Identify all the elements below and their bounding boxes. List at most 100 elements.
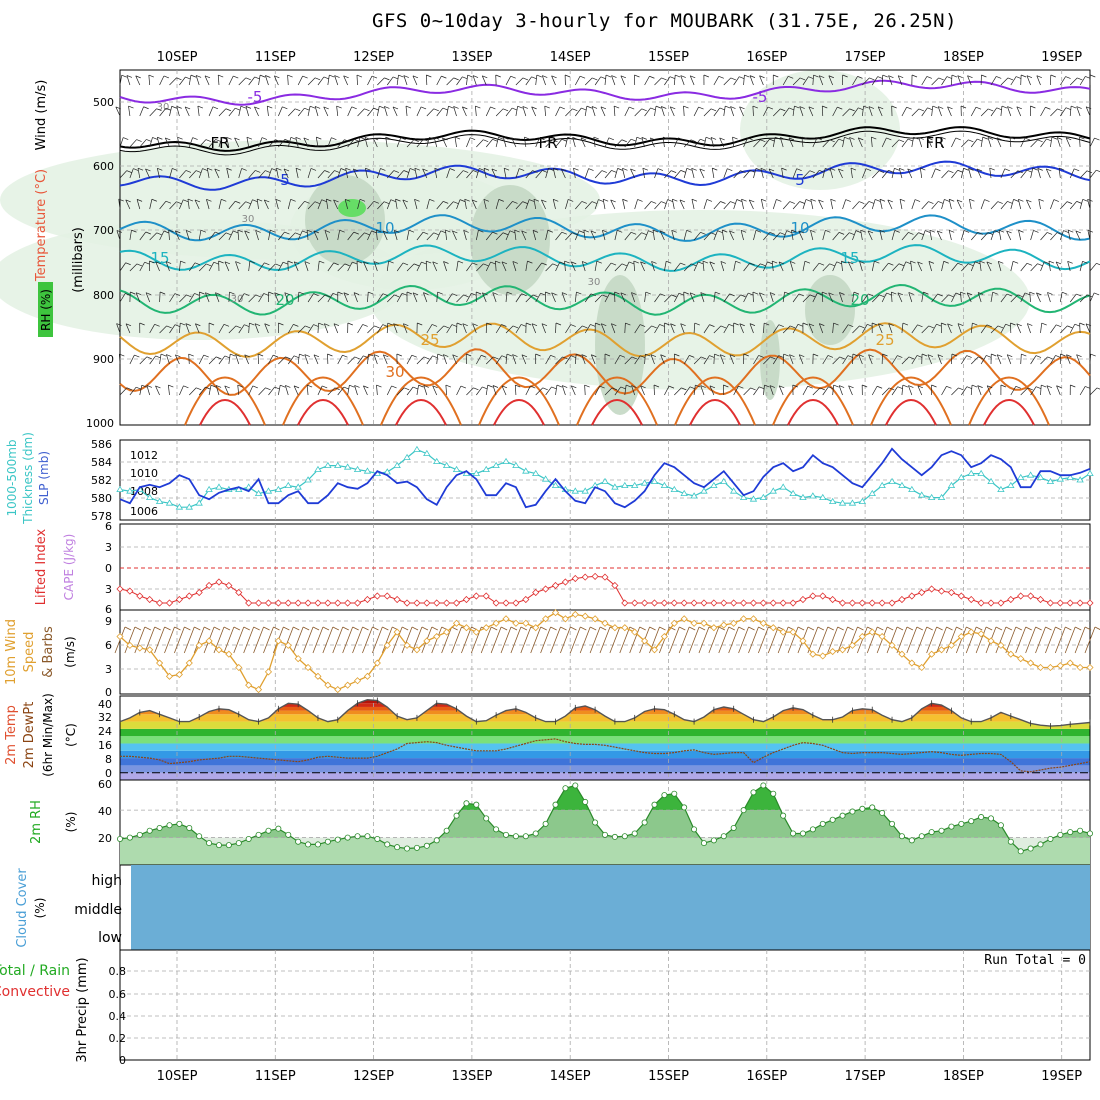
- wind-barb-flag: [157, 167, 163, 171]
- wind-barb-flag: [180, 260, 186, 264]
- wind-barb: [957, 75, 962, 86]
- wind-barb-flag: [591, 106, 598, 109]
- wind-barb: [1076, 354, 1081, 365]
- wind-barb: [129, 386, 137, 396]
- rh-marker: [404, 845, 411, 852]
- wind-barb-flag: [948, 294, 954, 298]
- wind-barb: [218, 108, 227, 117]
- wind-barb: [375, 230, 378, 241]
- wind-barb: [1079, 76, 1086, 86]
- wind-barb: [1010, 76, 1017, 86]
- wind-barb-10m-flag: [599, 626, 607, 631]
- wind-barb-flag: [175, 230, 181, 234]
- rh-marker: [602, 831, 609, 838]
- lifted-marker: [908, 592, 916, 600]
- wind-barb-flag: [206, 199, 212, 202]
- rh-marker: [255, 831, 262, 838]
- wind-barb-flag: [650, 137, 656, 141]
- wind-barb: [565, 108, 573, 117]
- wind-barb-flag: [1005, 323, 1011, 327]
- thickness-marker: [175, 503, 184, 510]
- wind-barb-flag: [651, 201, 657, 204]
- rh-marker: [859, 805, 866, 812]
- wind-barb-flag: [354, 356, 360, 360]
- wind-barb-flag: [204, 75, 211, 79]
- thickness-marker: [334, 461, 342, 468]
- wind-barb: [165, 354, 170, 365]
- wind-barb: [297, 291, 300, 303]
- wind-barb-flag: [133, 168, 139, 171]
- wind-barb: [416, 139, 424, 148]
- wind-barb: [278, 261, 284, 272]
- wind-barb-flag: [829, 263, 835, 267]
- wind-barb-flag: [462, 76, 468, 80]
- wind-barb-flag: [272, 354, 279, 358]
- wind-barb-10m: [916, 626, 928, 654]
- lifted-frame: [119, 523, 1091, 611]
- wind10m-marker: [730, 619, 738, 627]
- wind-barb-flag: [898, 75, 904, 79]
- wind-barb-flag: [740, 294, 746, 298]
- wind-barb-flag: [649, 75, 655, 79]
- wind-barb-flag: [414, 198, 420, 202]
- wind-barb: [980, 324, 988, 334]
- wind-barb-flag: [282, 106, 288, 110]
- wind-barb-flag: [631, 385, 637, 388]
- wind-barb-flag: [1055, 355, 1061, 358]
- wind-barb-10m: [381, 626, 393, 654]
- wind-barb: [947, 106, 952, 117]
- wind-barb-flag: [290, 198, 296, 202]
- wind-barb: [1040, 385, 1042, 396]
- lifted-marker: [680, 599, 688, 607]
- wind-barb-flag: [280, 384, 286, 388]
- wind-barb: [195, 323, 200, 334]
- wind-barb-flag: [522, 106, 528, 109]
- wind-barb: [673, 292, 680, 303]
- wind-barb-flag: [614, 105, 620, 109]
- wind-barb-flag: [969, 198, 975, 202]
- wind-barb: [198, 139, 207, 148]
- wind-barb-flag: [364, 136, 371, 140]
- wind-barb: [799, 106, 804, 117]
- wind-barb: [602, 230, 606, 241]
- wind-barb-10m: [668, 626, 680, 654]
- wind-barb-flag: [931, 384, 937, 388]
- lifted-marker: [264, 599, 273, 607]
- wind-barb-flag: [302, 75, 308, 79]
- wind10m-marker: [443, 628, 451, 636]
- lifted-marker: [561, 578, 569, 586]
- wind-barb: [198, 230, 202, 241]
- wind-barb: [1069, 168, 1075, 179]
- wind-barb: [515, 168, 520, 179]
- wind-barb: [384, 106, 388, 117]
- wind-barb-flag: [411, 354, 417, 358]
- wind-barb: [503, 137, 507, 148]
- wind-barb-flag: [230, 353, 236, 357]
- wind10m-marker: [789, 628, 797, 636]
- wind-barb: [367, 107, 374, 117]
- wind-barb-10m: [451, 626, 462, 654]
- wind-barb: [395, 199, 398, 210]
- wind-barb-flag: [960, 291, 966, 295]
- wind-barb-flag: [886, 137, 892, 141]
- wind-barb: [630, 168, 636, 179]
- lifted-marker: [542, 585, 550, 593]
- wind-barb-flag: [744, 74, 750, 78]
- wind-barb: [1087, 199, 1091, 210]
- wind-barb-flag: [183, 199, 189, 203]
- rh-marker: [1057, 831, 1064, 838]
- wind-barb-flag: [245, 77, 251, 81]
- thickness-marker: [621, 481, 629, 488]
- wind-barb: [396, 262, 404, 272]
- wind-barb-flag: [511, 107, 518, 111]
- wind-barb: [871, 261, 875, 272]
- isotherm-label: 20: [275, 291, 294, 309]
- date-label-top: 10SEP: [157, 50, 198, 65]
- wind-barb-flag: [413, 263, 420, 267]
- wind-barb-flag: [675, 74, 681, 78]
- wind-barb: [188, 137, 193, 148]
- lifted-marker: [334, 599, 342, 607]
- wind-barb: [614, 230, 618, 241]
- wind-barb: [802, 386, 809, 396]
